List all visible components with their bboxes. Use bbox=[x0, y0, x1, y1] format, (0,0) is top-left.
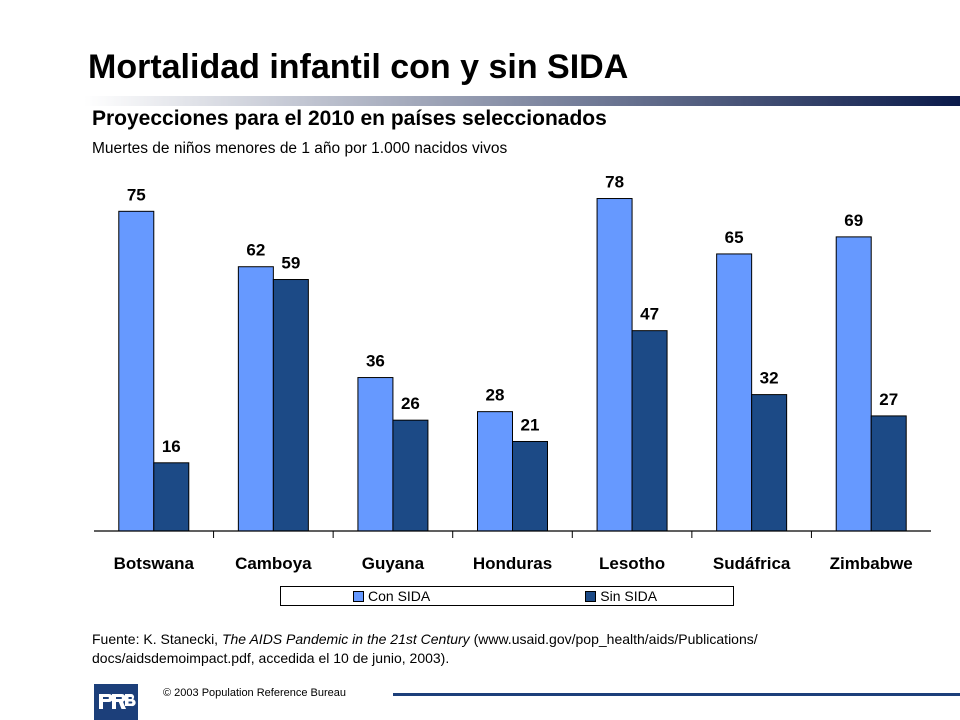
bar-sin-sida-lesotho bbox=[631, 330, 668, 532]
source-prefix: Fuente: K. Stanecki, bbox=[92, 631, 222, 647]
category-label-honduras: Honduras bbox=[473, 554, 552, 573]
bar-sin-sida-sudafrica bbox=[751, 394, 788, 532]
source-suffix: (www.usaid.gov/pop_health/aids/Publicati… bbox=[92, 631, 758, 666]
category-label-guyana: Guyana bbox=[362, 554, 425, 573]
bar-con-sida-guyana bbox=[357, 377, 394, 532]
bar-sin-sida-honduras bbox=[512, 440, 548, 532]
value-label-con-sida-sudafrica: 65 bbox=[725, 228, 744, 247]
prb-logo-letterforms bbox=[99, 693, 136, 709]
chart-legend: Con SIDA Sin SIDA bbox=[280, 586, 734, 606]
value-label-con-sida-honduras: 28 bbox=[486, 386, 505, 405]
footer-rule bbox=[393, 693, 960, 696]
bar-sin-sida-guyana bbox=[392, 419, 429, 532]
bar-sin-sida-camboya bbox=[272, 279, 309, 532]
value-label-sin-sida-zimbabwe: 27 bbox=[879, 390, 898, 409]
source-book-title: The AIDS Pandemic in the 21st Century bbox=[221, 631, 470, 647]
value-label-con-sida-lesotho: 78 bbox=[605, 173, 624, 192]
legend-item-con-sida: Con SIDA bbox=[353, 588, 430, 604]
category-label-zimbabwe: Zimbabwe bbox=[830, 554, 913, 573]
source-citation: Fuente: K. Stanecki, The AIDS Pandemic i… bbox=[92, 630, 892, 668]
slide-title: Mortalidad infantil con y sin SIDA bbox=[88, 48, 629, 86]
value-label-sin-sida-guyana: 26 bbox=[401, 394, 420, 413]
bar-con-sida-sudafrica bbox=[716, 253, 753, 532]
x-axis bbox=[94, 530, 931, 538]
value-label-sin-sida-camboya: 59 bbox=[281, 254, 300, 273]
legend-swatch-con-sida bbox=[353, 590, 364, 602]
bar-con-sida-botswana bbox=[118, 210, 155, 532]
value-label-con-sida-camboya: 62 bbox=[246, 241, 265, 260]
prb-logo bbox=[94, 684, 138, 720]
category-label-botswana: Botswana bbox=[114, 554, 195, 573]
value-label-sin-sida-lesotho: 47 bbox=[640, 305, 659, 324]
category-label-sudafrica: Sudáfrica bbox=[713, 554, 791, 573]
legend-label-sin-sida: Sin SIDA bbox=[600, 588, 658, 604]
bar-con-sida-camboya bbox=[237, 266, 274, 532]
value-label-con-sida-guyana: 36 bbox=[366, 352, 385, 371]
category-label-camboya: Camboya bbox=[235, 554, 312, 573]
category-label-lesotho: Lesotho bbox=[599, 554, 665, 573]
value-label-sin-sida-botswana: 16 bbox=[162, 437, 181, 456]
legend-swatch-sin-sida bbox=[585, 590, 597, 602]
value-label-sin-sida-honduras: 21 bbox=[521, 415, 540, 434]
bar-con-sida-lesotho bbox=[596, 198, 633, 532]
value-labels-layer: 75 16 62 59 36 26 28 21 78 47 65 32 69 27 bbox=[127, 173, 898, 456]
bar-con-sida-zimbabwe bbox=[835, 236, 872, 532]
value-label-con-sida-botswana: 75 bbox=[127, 185, 146, 204]
bars-layer bbox=[118, 198, 907, 532]
bar-sin-sida-zimbabwe bbox=[870, 415, 907, 532]
bar-sin-sida-botswana bbox=[153, 462, 190, 532]
chart-subtitle: Proyecciones para el 2010 en países sele… bbox=[92, 107, 607, 130]
bar-con-sida-honduras bbox=[477, 411, 513, 532]
value-label-con-sida-zimbabwe: 69 bbox=[844, 211, 863, 230]
legend-item-sin-sida: Sin SIDA bbox=[585, 588, 657, 604]
value-label-sin-sida-sudafrica: 32 bbox=[760, 369, 779, 388]
copyright-text: © 2003 Population Reference Bureau bbox=[163, 687, 347, 699]
category-labels-layer: Botswana Camboya Guyana Honduras Lesotho Sudá… bbox=[114, 554, 913, 573]
bar-chart: 75 16 62 59 36 26 28 21 78 47 65 32 69 27 Botswana Cam… bbox=[94, 173, 931, 573]
legend-label-con-sida: Con SIDA bbox=[368, 588, 431, 604]
unit-note: Muertes de niños menores de 1 año por 1.… bbox=[92, 140, 508, 157]
title-rule-bar bbox=[84, 96, 960, 106]
title-rule bbox=[84, 96, 960, 106]
